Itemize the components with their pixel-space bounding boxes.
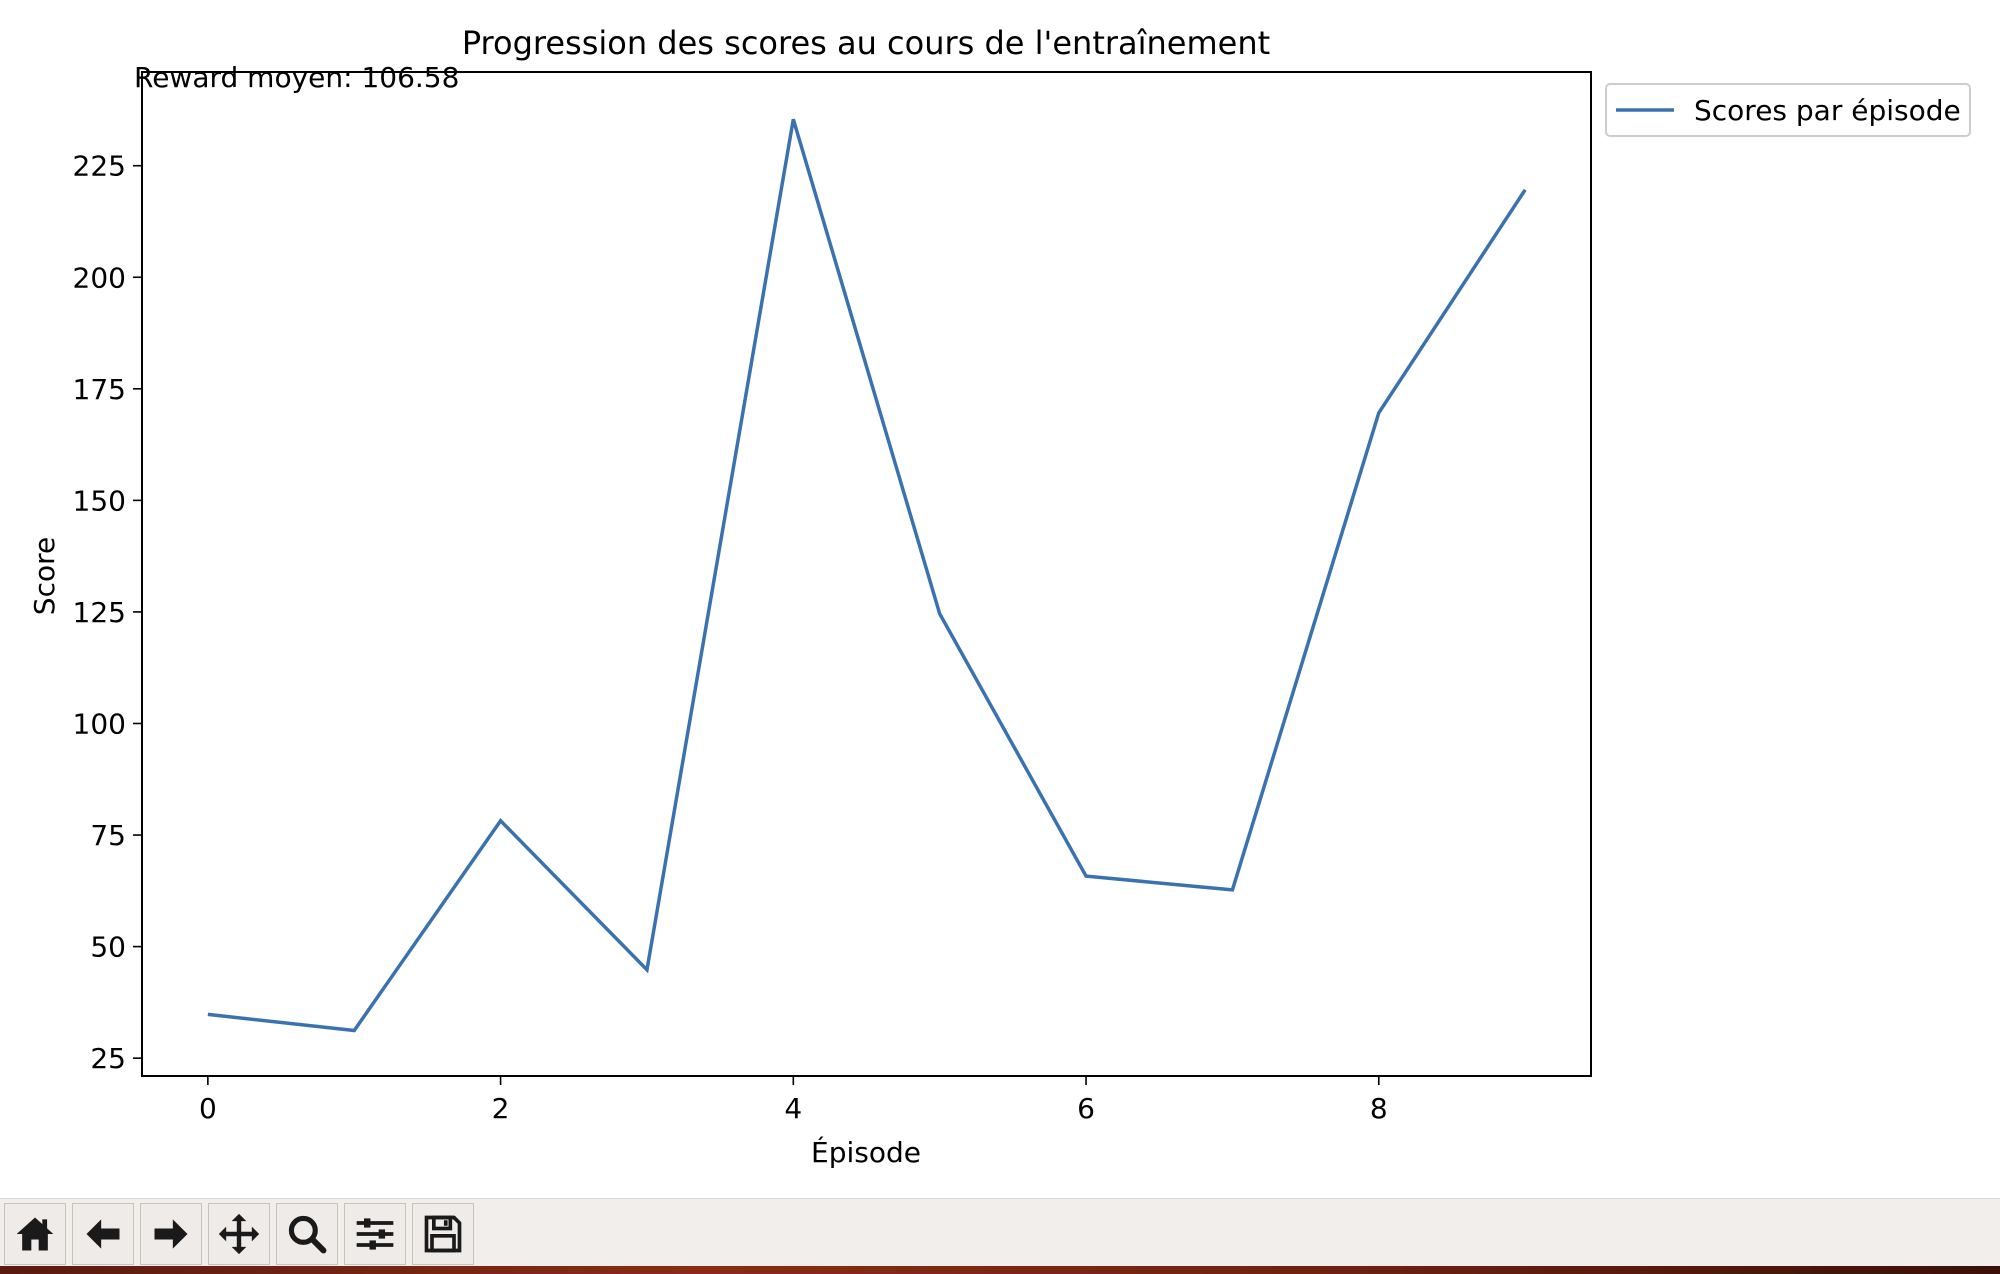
legend-box [1605, 83, 1971, 137]
y-tick-label: 225 [73, 150, 126, 183]
forward-arrow-icon [154, 1219, 188, 1249]
x-tick-label: 4 [784, 1092, 802, 1125]
series-line [207, 118, 1527, 1033]
x-tick-label: 0 [199, 1092, 217, 1125]
legend-label: Scores par épisode [1694, 94, 1961, 127]
x-tick-label: 8 [1370, 1092, 1388, 1125]
series-layer [207, 118, 1527, 1033]
y-tick-label: 75 [90, 819, 126, 852]
x-tick-label: 6 [1077, 1092, 1095, 1125]
y-tick-label: 125 [73, 596, 126, 629]
back-arrow-icon [86, 1219, 120, 1249]
legend: Scores par épisode [1605, 83, 1971, 137]
x-axis: 0 2 4 6 8 [199, 1076, 1388, 1125]
back-button[interactable] [72, 1203, 134, 1265]
x-tick-label: 2 [492, 1092, 510, 1125]
zoom-magnifier-icon [288, 1215, 327, 1254]
home-button[interactable] [4, 1203, 66, 1265]
zoom-button[interactable] [276, 1203, 338, 1265]
chart-title: Progression des scores au cours de l'ent… [462, 24, 1270, 62]
plot-area [142, 72, 1591, 1076]
y-tick-label: 200 [73, 261, 126, 294]
save-button[interactable] [412, 1203, 474, 1265]
navigation-toolbar [0, 1198, 2000, 1267]
y-axis: 25 50 75 100 125 150 175 200 225 [73, 150, 142, 1075]
pan-move-icon [218, 1213, 260, 1255]
y-tick-label: 50 [90, 931, 126, 964]
pan-button[interactable] [208, 1203, 270, 1265]
home-icon [16, 1217, 54, 1251]
y-tick-label: 100 [73, 707, 126, 740]
y-tick-label: 175 [73, 373, 126, 406]
y-tick-label: 150 [73, 484, 126, 517]
y-axis-label: Score [28, 537, 61, 615]
chart: Progression des scores au cours de l'ent… [28, 24, 1971, 1169]
save-floppy-icon [424, 1215, 462, 1253]
configure-subplots-button[interactable] [344, 1203, 406, 1265]
x-axis-label: Épisode [811, 1135, 921, 1169]
plot-frame [141, 71, 1592, 1077]
forward-button[interactable] [140, 1203, 202, 1265]
y-tick-label: 25 [90, 1042, 126, 1075]
configure-sliders-icon [356, 1218, 394, 1250]
desktop-taskbar-edge [0, 1266, 2000, 1274]
mean-reward-annotation: Reward moyen: 106.58 [134, 61, 459, 94]
